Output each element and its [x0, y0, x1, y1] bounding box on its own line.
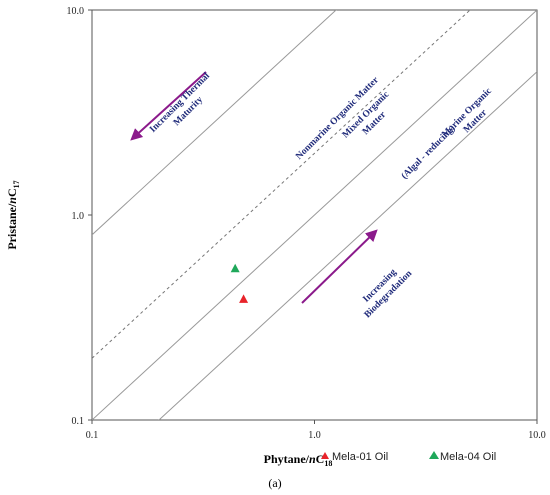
x-axis-title-base: C — [316, 452, 325, 466]
y-axis-title-base: C — [5, 188, 19, 197]
legend-label-mela-04: Mela-04 Oil — [440, 451, 496, 463]
x-axis-title-main: Phytane/ — [264, 452, 310, 466]
x-tick-label: 1.0 — [308, 430, 321, 441]
y-axis-ticks: 0.1 1.0 10.0 — [67, 6, 92, 427]
y-axis-title-group: Pristane/nC17 — [5, 180, 21, 249]
x-axis-title: Phytane/nC18 — [264, 452, 333, 468]
y-tick-label: 1.0 — [72, 211, 85, 222]
legend-label-mela-01: Mela-01 Oil — [332, 451, 388, 463]
legend-marker-mela-01 — [321, 452, 329, 459]
data-point-mela-01 — [239, 294, 249, 303]
legend: Mela-01 Oil Mela-04 Oil — [321, 451, 496, 463]
y-axis-title-main: Pristane/ — [5, 203, 19, 250]
y-axis-title-subscript: 17 — [12, 180, 21, 188]
x-axis-title-subscript: 18 — [324, 459, 332, 468]
reference-line-0 — [92, 10, 337, 236]
y-axis-title: Pristane/nC17 — [5, 180, 21, 249]
reference-line-2 — [92, 10, 537, 420]
legend-marker-mela-04 — [429, 451, 439, 459]
arrows — [130, 71, 378, 304]
y-axis-title-italic: n — [5, 197, 19, 204]
reference-lines — [92, 10, 537, 420]
y-tick-label: 10.0 — [67, 6, 85, 17]
y-tick-label: 0.1 — [72, 416, 85, 427]
x-axis-title-italic: n — [309, 452, 316, 466]
thermal-maturity-arrow — [130, 71, 207, 141]
x-axis-ticks: 0.1 1.0 10.0 — [86, 420, 546, 441]
reference-line-1 — [92, 10, 471, 359]
figure-caption: (a) — [268, 476, 281, 490]
data-point-mela-04 — [230, 263, 240, 273]
data-markers — [230, 263, 249, 303]
x-tick-label: 10.0 — [528, 430, 546, 441]
biodegradation-arrow — [301, 229, 378, 304]
x-tick-label: 0.1 — [86, 430, 99, 441]
reference-line-3 — [158, 71, 537, 420]
